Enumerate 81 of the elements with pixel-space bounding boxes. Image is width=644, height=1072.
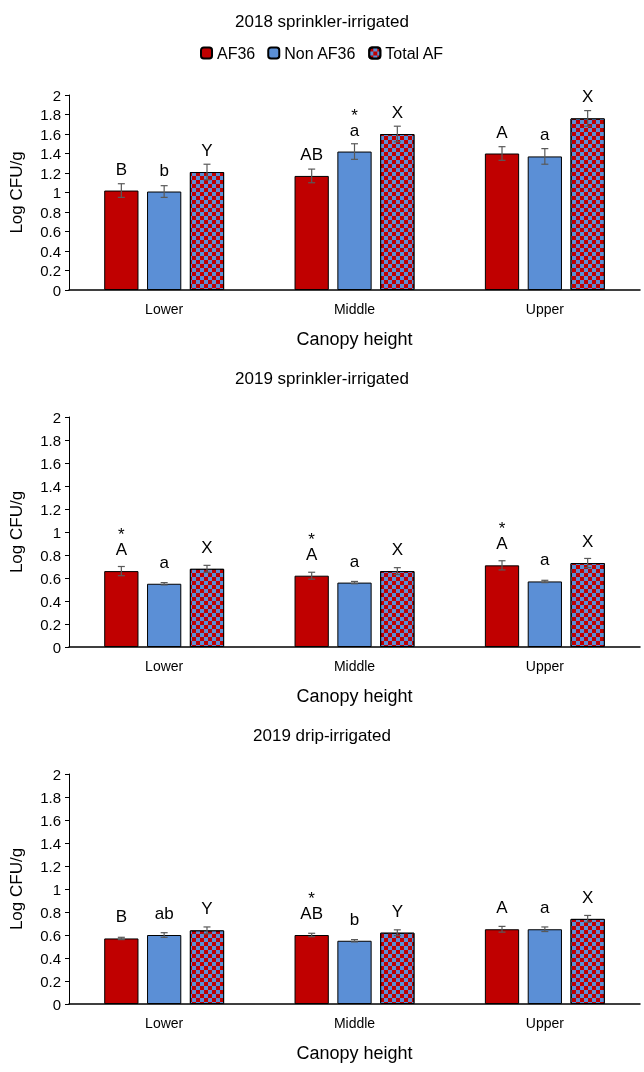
x-tick-label: Lower xyxy=(145,301,184,317)
y-tick-label: 1 xyxy=(52,184,61,201)
x-tick-label: Lower xyxy=(145,658,184,674)
y-tick-label: 0.6 xyxy=(40,223,61,240)
data-label: a xyxy=(540,125,551,145)
y-tick-label: 1.8 xyxy=(40,106,61,123)
y-tick-label: 0.4 xyxy=(40,592,61,610)
y-tick-label: 0.8 xyxy=(40,546,61,564)
data-label: a xyxy=(540,898,551,918)
x-tick-label: Middle xyxy=(333,1015,376,1031)
y-axis-title: Log CFU/g xyxy=(7,490,26,574)
data-label: Y xyxy=(201,141,213,161)
y-tick-label: 0.6 xyxy=(40,569,61,587)
y-tick-label: 1.2 xyxy=(40,500,61,518)
legend-label: Total AF xyxy=(385,44,444,62)
data-label: A xyxy=(496,898,509,918)
x-tick-label: Upper xyxy=(525,301,565,317)
data-label: X xyxy=(581,532,594,552)
y-axis-title: Log CFU/g xyxy=(7,151,26,234)
data-label: * AB xyxy=(300,889,324,923)
y-tick-label: 0.4 xyxy=(40,949,61,967)
x-tick-label: Upper xyxy=(525,658,565,674)
data-label: * A xyxy=(115,525,128,560)
y-tick-label: 0 xyxy=(52,995,61,1013)
chart-title: 2019 sprinkler-irrigated xyxy=(235,369,409,388)
data-label: X xyxy=(391,103,403,122)
data-label: B xyxy=(115,907,128,927)
y-tick-label: 1.8 xyxy=(40,431,61,449)
y-tick-label: 1.6 xyxy=(40,454,61,472)
y-tick-label: 2 xyxy=(52,408,61,426)
x-tick-label: Middle xyxy=(333,658,376,674)
y-tick-label: 1.8 xyxy=(40,788,61,806)
x-axis-title: Canopy height xyxy=(296,329,413,349)
y-tick-label: 0.6 xyxy=(40,926,61,944)
data-label: a xyxy=(349,551,360,571)
y-tick-label: 1.4 xyxy=(40,477,61,495)
y-tick-label: 0.8 xyxy=(40,903,61,921)
data-label: ab xyxy=(154,904,174,923)
data-label: X xyxy=(201,537,213,557)
data-label: * A xyxy=(306,529,318,564)
chart-title: 2018 sprinkler-irrigated xyxy=(235,12,409,31)
x-axis-title: Canopy height xyxy=(296,686,413,706)
data-label: * a xyxy=(349,105,360,140)
y-tick-label: 0 xyxy=(52,281,61,299)
x-tick-label: Upper xyxy=(525,1015,565,1031)
y-tick-label: 2 xyxy=(52,86,61,104)
data-label: A xyxy=(496,122,509,142)
y-tick-label: 0.8 xyxy=(40,203,61,221)
data-label: AB xyxy=(300,144,324,164)
y-tick-label: 1.4 xyxy=(40,145,61,162)
data-label: b xyxy=(159,160,169,180)
y-tick-label: 1.2 xyxy=(40,857,61,875)
data-label: X xyxy=(391,540,403,560)
y-tick-label: 0.4 xyxy=(40,242,61,260)
legend-label: Non AF36 xyxy=(284,44,356,62)
data-label: * A xyxy=(496,519,509,554)
y-tick-label: 0.2 xyxy=(40,262,61,279)
y-tick-label: 0 xyxy=(52,638,61,656)
data-label: Y xyxy=(201,899,213,919)
y-tick-label: 1.4 xyxy=(40,834,61,852)
legend-label: AF36 xyxy=(217,44,256,62)
x-axis-title: Canopy height xyxy=(296,1043,413,1063)
y-tick-label: 2 xyxy=(52,765,61,783)
data-label: a xyxy=(159,552,170,572)
data-label: a xyxy=(540,550,551,570)
y-tick-label: 1.6 xyxy=(40,811,61,829)
y-tick-label: 1 xyxy=(52,880,61,898)
y-tick-label: 1.6 xyxy=(40,125,61,143)
y-tick-label: 1 xyxy=(52,523,61,541)
y-tick-label: 0.2 xyxy=(40,615,61,633)
y-tick-label: 1.2 xyxy=(40,164,61,182)
chart-title: 2019 drip-irrigated xyxy=(253,726,391,745)
data-label: Y xyxy=(391,901,403,921)
data-label: b xyxy=(349,909,360,929)
data-label: X xyxy=(581,87,594,107)
x-tick-label: Lower xyxy=(145,1015,184,1031)
data-label: X xyxy=(581,887,594,907)
y-tick-label: 0.2 xyxy=(40,972,61,990)
y-axis-title: Log CFU/g xyxy=(7,847,26,931)
data-label: B xyxy=(115,159,128,179)
x-tick-label: Middle xyxy=(333,301,376,317)
